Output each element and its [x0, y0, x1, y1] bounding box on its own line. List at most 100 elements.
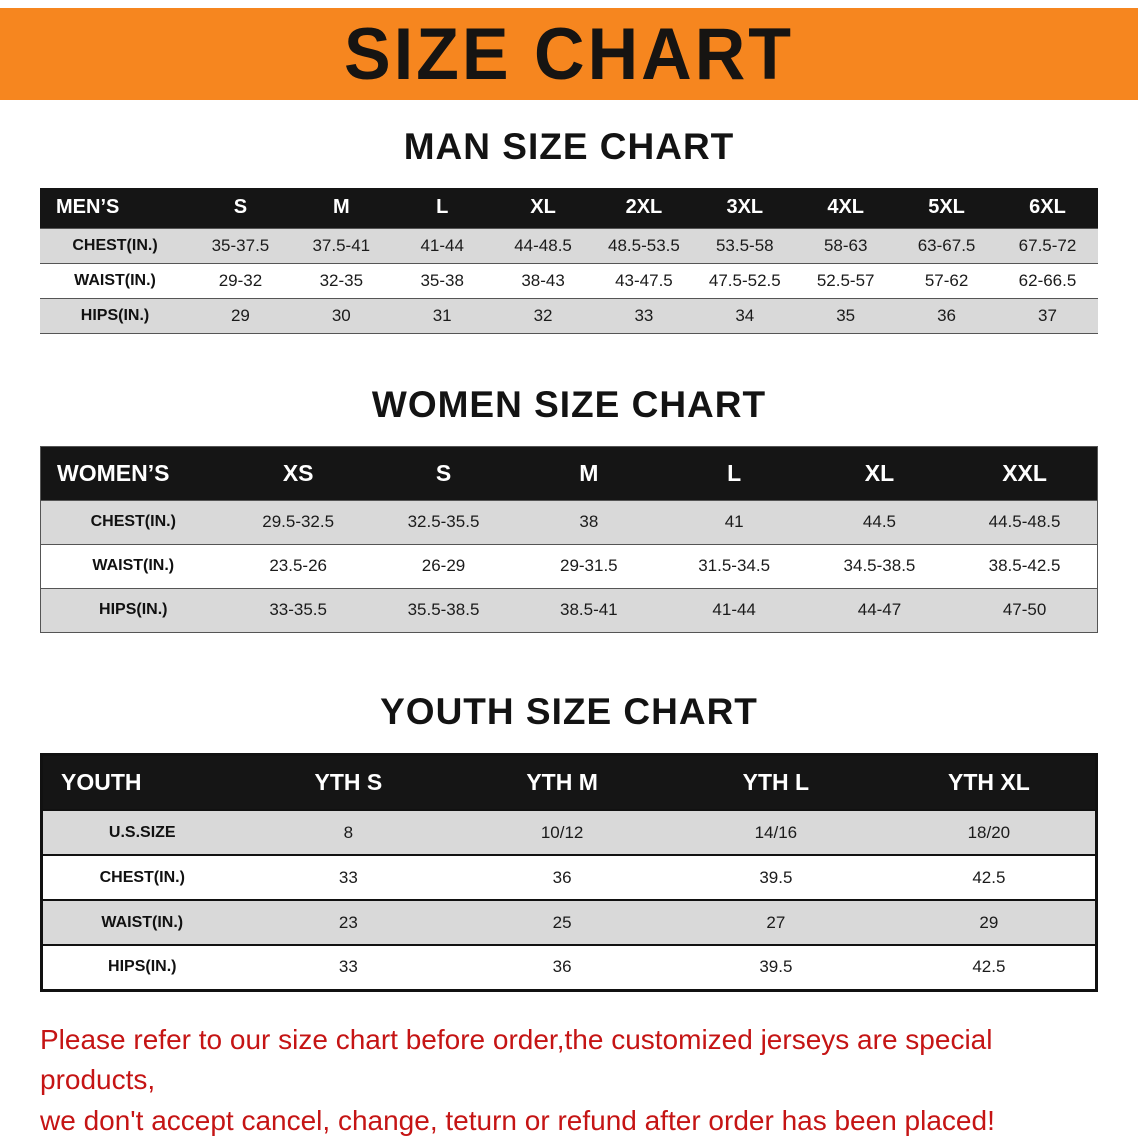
size-cell: 37.5-41 [291, 228, 392, 263]
size-cell: 63-67.5 [896, 228, 997, 263]
size-cell: 31 [392, 298, 493, 333]
size-cell: 57-62 [896, 263, 997, 298]
size-cell: 32.5-35.5 [371, 500, 516, 544]
row-label: CHEST(IN.) [41, 500, 226, 544]
size-cell: 29 [883, 900, 1097, 945]
size-cell: 29-32 [190, 263, 291, 298]
row-label: WAIST(IN.) [40, 263, 190, 298]
size-cell: 38-43 [493, 263, 594, 298]
size-cell: 39.5 [669, 855, 883, 900]
men-header-label: MEN’S [40, 188, 190, 228]
order-policy-notice: Please refer to our size chart before or… [40, 1020, 1110, 1141]
row-label: U.S.SIZE [42, 810, 242, 855]
youth-chart-heading: YOUTH SIZE CHART [0, 691, 1138, 733]
size-cell: 25 [455, 900, 669, 945]
size-cell: 47-50 [952, 588, 1097, 632]
women-chart-heading: WOMEN SIZE CHART [0, 384, 1138, 426]
size-cell: 42.5 [883, 945, 1097, 990]
youth-header-label: YOUTH [42, 754, 242, 810]
size-cell: 33-35.5 [226, 588, 371, 632]
size-column-header: 6XL [997, 188, 1098, 228]
size-cell: 29 [190, 298, 291, 333]
row-label: HIPS(IN.) [42, 945, 242, 990]
row-label: HIPS(IN.) [41, 588, 226, 632]
size-cell: 23 [242, 900, 456, 945]
size-cell: 23.5-26 [226, 544, 371, 588]
size-column-header: YTH L [669, 754, 883, 810]
size-column-header: 5XL [896, 188, 997, 228]
men-chest-row: CHEST(IN.) 35-37.5 37.5-41 41-44 44-48.5… [40, 228, 1098, 263]
size-cell: 52.5-57 [795, 263, 896, 298]
women-header-label: WOMEN’S [41, 446, 226, 500]
size-cell: 33 [242, 855, 456, 900]
size-cell: 36 [455, 855, 669, 900]
size-cell: 36 [455, 945, 669, 990]
size-cell: 29-31.5 [516, 544, 661, 588]
size-cell: 10/12 [455, 810, 669, 855]
size-cell: 48.5-53.5 [594, 228, 695, 263]
size-column-header: L [392, 188, 493, 228]
size-cell: 62-66.5 [997, 263, 1098, 298]
size-column-header: M [291, 188, 392, 228]
size-column-header: XXL [952, 446, 1097, 500]
youth-chest-row: CHEST(IN.) 33 36 39.5 42.5 [42, 855, 1097, 900]
size-cell: 32-35 [291, 263, 392, 298]
size-cell: 44-48.5 [493, 228, 594, 263]
size-cell: 26-29 [371, 544, 516, 588]
size-cell: 41 [661, 500, 806, 544]
size-cell: 42.5 [883, 855, 1097, 900]
row-label: CHEST(IN.) [42, 855, 242, 900]
size-column-header: S [371, 446, 516, 500]
size-cell: 47.5-52.5 [694, 263, 795, 298]
size-cell: 35.5-38.5 [371, 588, 516, 632]
size-cell: 35-37.5 [190, 228, 291, 263]
size-cell: 35 [795, 298, 896, 333]
size-cell: 44.5-48.5 [952, 500, 1097, 544]
order-policy-line-1: Please refer to our size chart before or… [40, 1020, 1110, 1101]
size-column-header: YTH S [242, 754, 456, 810]
size-cell: 41-44 [661, 588, 806, 632]
size-cell: 35-38 [392, 263, 493, 298]
size-cell: 33 [594, 298, 695, 333]
youth-header-row: YOUTH YTH S YTH M YTH L YTH XL [42, 754, 1097, 810]
size-cell: 27 [669, 900, 883, 945]
size-cell: 32 [493, 298, 594, 333]
youth-ussize-row: U.S.SIZE 8 10/12 14/16 18/20 [42, 810, 1097, 855]
size-column-header: XL [807, 446, 952, 500]
men-header-row: MEN’S S M L XL 2XL 3XL 4XL 5XL 6XL [40, 188, 1098, 228]
size-cell: 33 [242, 945, 456, 990]
size-column-header: 4XL [795, 188, 896, 228]
row-label: WAIST(IN.) [41, 544, 226, 588]
size-cell: 38 [516, 500, 661, 544]
men-size-table: MEN’S S M L XL 2XL 3XL 4XL 5XL 6XL CHEST… [40, 188, 1098, 334]
size-column-header: S [190, 188, 291, 228]
size-column-header: L [661, 446, 806, 500]
size-cell: 8 [242, 810, 456, 855]
women-header-row: WOMEN’S XS S M L XL XXL [41, 446, 1098, 500]
size-cell: 38.5-41 [516, 588, 661, 632]
size-cell: 18/20 [883, 810, 1097, 855]
youth-hips-row: HIPS(IN.) 33 36 39.5 42.5 [42, 945, 1097, 990]
size-cell: 44.5 [807, 500, 952, 544]
men-hips-row: HIPS(IN.) 29 30 31 32 33 34 35 36 37 [40, 298, 1098, 333]
row-label: CHEST(IN.) [40, 228, 190, 263]
size-column-header: YTH M [455, 754, 669, 810]
size-cell: 36 [896, 298, 997, 333]
size-cell: 39.5 [669, 945, 883, 990]
size-cell: 34.5-38.5 [807, 544, 952, 588]
men-waist-row: WAIST(IN.) 29-32 32-35 35-38 38-43 43-47… [40, 263, 1098, 298]
size-cell: 29.5-32.5 [226, 500, 371, 544]
size-chart-banner: SIZE CHART [0, 8, 1138, 100]
man-chart-heading: MAN SIZE CHART [0, 126, 1138, 168]
women-hips-row: HIPS(IN.) 33-35.5 35.5-38.5 38.5-41 41-4… [41, 588, 1098, 632]
size-cell: 43-47.5 [594, 263, 695, 298]
size-cell: 44-47 [807, 588, 952, 632]
women-waist-row: WAIST(IN.) 23.5-26 26-29 29-31.5 31.5-34… [41, 544, 1098, 588]
size-cell: 34 [694, 298, 795, 333]
youth-waist-row: WAIST(IN.) 23 25 27 29 [42, 900, 1097, 945]
size-cell: 67.5-72 [997, 228, 1098, 263]
size-column-header: XL [493, 188, 594, 228]
size-column-header: M [516, 446, 661, 500]
size-cell: 37 [997, 298, 1098, 333]
women-size-table: WOMEN’S XS S M L XL XXL CHEST(IN.) 29.5-… [40, 446, 1098, 633]
